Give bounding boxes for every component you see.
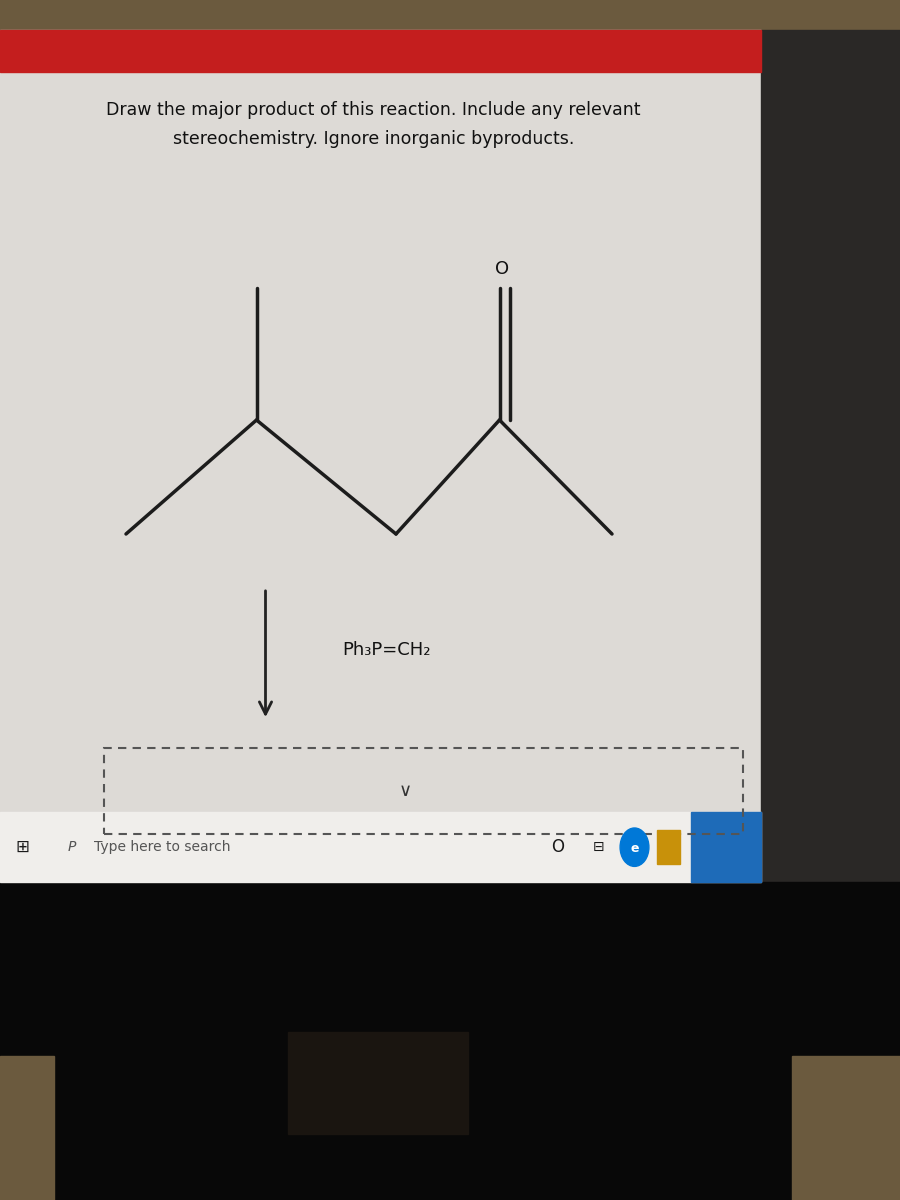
Text: O: O bbox=[495, 260, 509, 278]
Bar bbox=[288, 1032, 468, 1134]
Bar bbox=[0, 1056, 54, 1200]
Bar bbox=[104, 748, 742, 834]
Text: ∨: ∨ bbox=[399, 782, 411, 799]
Circle shape bbox=[620, 828, 649, 866]
Text: Ph₃P=CH₂: Ph₃P=CH₂ bbox=[343, 641, 431, 659]
Text: P: P bbox=[68, 840, 76, 854]
Bar bbox=[0, 30, 760, 72]
Text: ⊟: ⊟ bbox=[593, 840, 604, 854]
Bar bbox=[0, 812, 760, 882]
Text: ⊞: ⊞ bbox=[15, 838, 30, 857]
Bar bbox=[760, 30, 900, 882]
Text: Type here to search: Type here to search bbox=[94, 840, 231, 854]
Bar bbox=[657, 830, 680, 864]
Bar bbox=[0, 30, 760, 882]
Text: Draw the major product of this reaction. Include any relevant: Draw the major product of this reaction.… bbox=[106, 101, 641, 119]
Text: O: O bbox=[552, 838, 564, 857]
Bar bbox=[792, 1056, 900, 1200]
Bar bbox=[691, 812, 760, 882]
Text: e: e bbox=[630, 842, 639, 854]
Bar bbox=[0, 882, 900, 1200]
Text: stereochemistry. Ignore inorganic byproducts.: stereochemistry. Ignore inorganic byprod… bbox=[173, 130, 574, 148]
